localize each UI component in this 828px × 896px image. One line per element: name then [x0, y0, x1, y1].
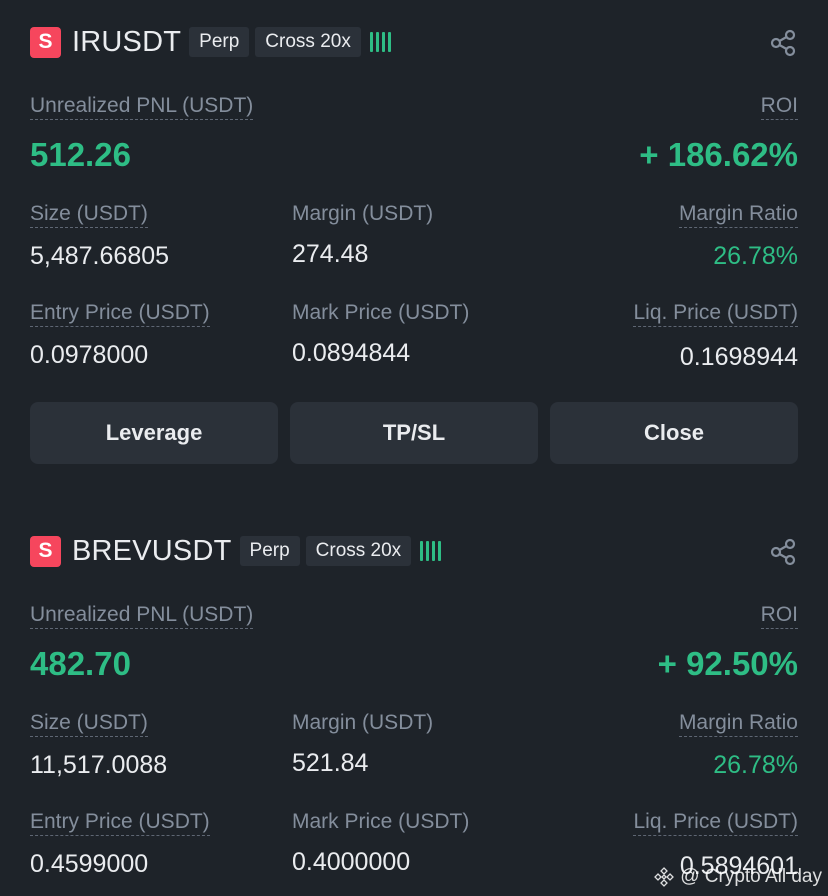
- roi-value: + 186.62%: [639, 136, 798, 173]
- liq-price-label[interactable]: Liq. Price (USDT): [633, 810, 798, 836]
- entry-price-value: 0.0978000: [30, 341, 149, 369]
- share-icon[interactable]: [768, 537, 798, 567]
- liq-price-value: 0.1698944: [679, 343, 798, 371]
- liq-price-label[interactable]: Liq. Price (USDT): [633, 301, 798, 327]
- roi-label[interactable]: ROI: [760, 603, 798, 629]
- watermark-text: @ Crypto All day: [680, 866, 822, 887]
- entry-price-label[interactable]: Entry Price (USDT): [30, 810, 210, 836]
- mark-price-label: Mark Price (USDT): [292, 301, 470, 324]
- size-label[interactable]: Size (USDT): [30, 711, 148, 737]
- share-icon[interactable]: [768, 28, 798, 58]
- pnl-value: 512.26: [30, 136, 131, 173]
- margin-value: 521.84: [292, 749, 369, 777]
- size-value: 5,487.66805: [30, 242, 170, 270]
- entry-price-value: 0.4599000: [30, 850, 149, 878]
- pnl-label[interactable]: Unrealized PNL (USDT): [30, 94, 254, 120]
- size-value: 11,517.0088: [30, 751, 168, 779]
- margin-mode-tag[interactable]: Cross 20x: [305, 536, 412, 566]
- tpsl-button[interactable]: TP/SL: [290, 402, 538, 464]
- size-label[interactable]: Size (USDT): [30, 202, 148, 228]
- margin-ratio-value: 26.78%: [713, 751, 798, 779]
- signal-bars-icon: [420, 541, 442, 561]
- type-tag: Perp: [189, 27, 250, 57]
- symbol-name[interactable]: IRUSDT: [72, 25, 182, 58]
- pnl-label[interactable]: Unrealized PNL (USDT): [30, 603, 254, 629]
- type-tag: Perp: [239, 536, 300, 566]
- pnl-value: 482.70: [30, 645, 131, 682]
- margin-ratio-value: 26.78%: [713, 242, 798, 270]
- watermark: @ Crypto All day: [654, 866, 822, 888]
- mark-price-value: 0.4000000: [292, 848, 411, 876]
- position-header: S BREVUSDT Perp Cross 20x: [30, 535, 798, 567]
- close-button[interactable]: Close: [550, 402, 798, 464]
- margin-ratio-label[interactable]: Margin Ratio: [678, 202, 798, 228]
- liq-price-value: 0.5894601: [679, 852, 798, 880]
- symbol-name[interactable]: BREVUSDT: [72, 534, 232, 567]
- position-header: S IRUSDT Perp Cross 20x: [30, 26, 798, 58]
- leverage-button[interactable]: Leverage: [30, 402, 278, 464]
- margin-ratio-label[interactable]: Margin Ratio: [678, 711, 798, 737]
- margin-label: Margin (USDT): [292, 711, 434, 734]
- margin-value: 274.48: [292, 240, 369, 268]
- mark-price-value: 0.0894844: [292, 339, 411, 367]
- short-badge: S: [30, 535, 61, 567]
- binance-logo-icon: [654, 867, 675, 887]
- roi-label[interactable]: ROI: [760, 94, 798, 120]
- short-badge: S: [30, 26, 61, 58]
- roi-value: + 92.50%: [657, 645, 798, 682]
- margin-mode-tag[interactable]: Cross 20x: [255, 27, 361, 57]
- entry-price-label[interactable]: Entry Price (USDT): [30, 301, 210, 327]
- mark-price-label: Mark Price (USDT): [292, 810, 470, 833]
- margin-label: Margin (USDT): [292, 202, 434, 225]
- signal-bars-icon: [369, 32, 391, 52]
